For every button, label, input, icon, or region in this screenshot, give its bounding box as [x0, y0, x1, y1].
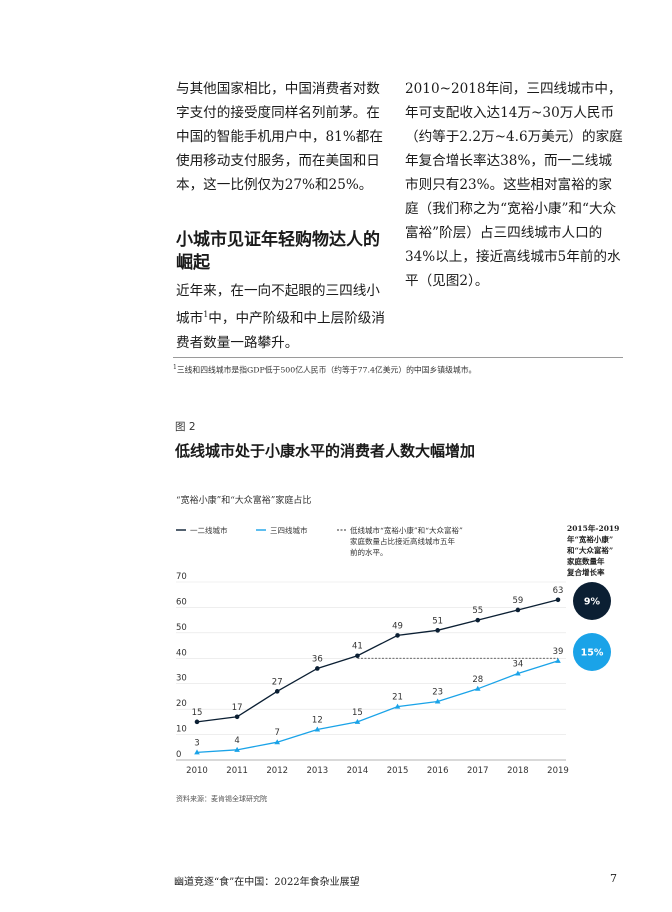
series-1-point-2016 — [435, 628, 440, 633]
x-tick-label-2016: 2016 — [427, 766, 449, 776]
series-2-data-label-2015: 21 — [392, 693, 403, 703]
series-1-data-label-2011: 17 — [232, 703, 243, 713]
chart-subtitle: “宽裕小康”和“大众富裕”家庭占比 — [176, 494, 311, 506]
legend-label-reference-line-1: 低线城市“宽裕小康”和“大众富裕” — [350, 525, 463, 535]
x-tick-label-2013: 2013 — [307, 766, 329, 776]
series-2-point-2014 — [354, 718, 361, 724]
series-2-point-2016 — [434, 698, 441, 704]
cagr-header-line-3: 和“大众富裕” — [567, 545, 613, 555]
series-2-point-2017 — [474, 685, 481, 691]
series-2-point-2013 — [314, 726, 321, 732]
section-heading: 小城市见证年轻购物达人的崛起 — [176, 230, 380, 273]
series-1-data-label-2018: 59 — [512, 596, 523, 606]
series-2-data-label-2017: 28 — [472, 675, 483, 685]
body-paragraph-2: 近年来，在一向不起眼的三四线小城市1中，中产阶级和中上层阶级消费者数量一路攀升。 — [176, 279, 388, 355]
series-1-point-2015 — [395, 633, 400, 638]
cagr-header-line-5: 复合增长率 — [566, 567, 605, 577]
body-paragraph-2-start: 近年来，在一向不起眼的三四线小城市 — [176, 283, 380, 327]
footer-title: 幽道竞逐“食”在中国：2022年食杂业展望 — [174, 877, 360, 888]
y-tick-label-20: 20 — [176, 699, 187, 709]
legend-label-1: 一二线城市 — [190, 525, 228, 535]
series-2-data-label-2018: 34 — [512, 660, 523, 670]
y-tick-label-40: 40 — [176, 648, 187, 658]
x-tick-label-2011: 2011 — [226, 766, 248, 776]
cagr-header-line-1: 2015年-2019 — [567, 523, 619, 533]
series-1-data-label-2016: 51 — [432, 616, 443, 626]
series-1-data-label-2012: 27 — [272, 677, 283, 687]
series-2-point-2015 — [394, 703, 401, 709]
right-text-column: 2010~2018年间，三四线城市中，年可支配收入达14万~30万人民币（约等于… — [405, 77, 623, 293]
x-tick-label-2018: 2018 — [507, 766, 529, 776]
series-1-point-2018 — [515, 607, 521, 613]
series-2-point-2010 — [194, 749, 200, 755]
y-tick-label-60: 60 — [176, 597, 187, 607]
x-tick-label-2017: 2017 — [467, 766, 489, 776]
series-1-point-2019 — [555, 597, 561, 603]
y-tick-label-10: 10 — [176, 725, 187, 735]
cagr-value-2: 15% — [581, 648, 604, 659]
series-1-data-label-2015: 49 — [392, 621, 403, 631]
y-tick-label-0: 0 — [176, 750, 181, 760]
y-tick-label-70: 70 — [176, 572, 187, 582]
x-tick-label-2019: 2019 — [547, 766, 569, 776]
figure-title: 低线城市处于小康水平的消费者人数大幅增加 — [175, 442, 476, 460]
cagr-circle-1 — [573, 582, 611, 620]
series-2-data-label-2013: 12 — [312, 715, 323, 725]
series-1-data-label-2017: 55 — [472, 606, 483, 616]
series-1-point-2012 — [274, 689, 280, 694]
footnote-ref: 1 — [203, 310, 209, 319]
series-1-point-2011 — [234, 714, 240, 720]
series-1-point-2014 — [355, 653, 360, 659]
footnote-divider — [173, 357, 623, 358]
series-1-data-label-2010: 15 — [192, 708, 203, 718]
figure-label: 图 2 — [175, 421, 196, 433]
series-1-point-2013 — [315, 666, 320, 671]
x-tick-label-2010: 2010 — [186, 766, 208, 776]
figure-source: 资料来源：麦肯锡全球研究院 — [176, 795, 267, 803]
body-paragraph-2-end: 中，中产阶级和中上层阶级消费者数量一路攀升。 — [176, 310, 385, 351]
footnote: 1三线和四线城市是指GDP低于500亿人民币（约等于77.4亿美元）的中国乡镇级… — [173, 362, 633, 377]
series-1-data-label-2014: 41 — [352, 642, 363, 652]
x-tick-label-2012: 2012 — [266, 766, 288, 776]
series-2-data-label-2016: 23 — [432, 688, 443, 698]
y-tick-label-30: 30 — [176, 674, 187, 684]
left-text-column: 与其他国家相比，中国消费者对数字支付的接受度同样名列前茅。在中国的智能手机用户中… — [176, 77, 388, 355]
series-2-point-2011 — [234, 746, 240, 752]
y-tick-label-50: 50 — [176, 623, 187, 633]
legend-label-reference-line-3: 前的水平。 — [350, 547, 388, 557]
legend-label-reference-line-2: 家庭数量占比接近高线城市五年 — [350, 536, 455, 546]
body-paragraph-3: 2010~2018年间，三四线城市中，年可支配收入达14万~30万人民币（约等于… — [405, 81, 623, 289]
body-paragraph-1: 与其他国家相比，中国消费者对数字支付的接受度同样名列前茅。在中国的智能手机用户中… — [176, 81, 383, 193]
footnote-text: 三线和四线城市是指GDP低于500亿人民币（约等于77.4亿美元）的中国乡镇级城… — [176, 365, 477, 375]
series-2-point-2019 — [555, 657, 561, 663]
footnote-marker: 1 — [173, 364, 177, 371]
x-tick-label-2015: 2015 — [387, 766, 409, 776]
series-2-data-label-2011: 4 — [234, 736, 239, 746]
series-2-data-label-2010: 3 — [194, 738, 199, 748]
cagr-header-line-2: 年“宽裕小康” — [567, 534, 613, 544]
series-2-data-label-2012: 7 — [275, 728, 280, 738]
series-line-1 — [196, 599, 559, 723]
cagr-header-line-4: 家庭数量年 — [567, 556, 605, 566]
series-1-data-label-2013: 36 — [312, 654, 323, 664]
series-2-data-label-2014: 15 — [352, 708, 363, 718]
series-line-2 — [196, 660, 559, 754]
series-2-point-2018 — [515, 670, 521, 676]
cagr-value-1: 9% — [584, 597, 601, 608]
series-2-point-2012 — [274, 739, 281, 745]
series-1-point-2017 — [475, 617, 481, 623]
series-2-data-label-2019: 39 — [553, 647, 564, 657]
page-number: 7 — [610, 872, 617, 885]
legend-label-2: 三四线城市 — [270, 525, 308, 535]
cagr-circle-2 — [573, 633, 611, 671]
x-tick-label-2014: 2014 — [347, 766, 369, 776]
series-1-point-2010 — [194, 719, 200, 725]
series-1-data-label-2019: 63 — [553, 586, 564, 596]
